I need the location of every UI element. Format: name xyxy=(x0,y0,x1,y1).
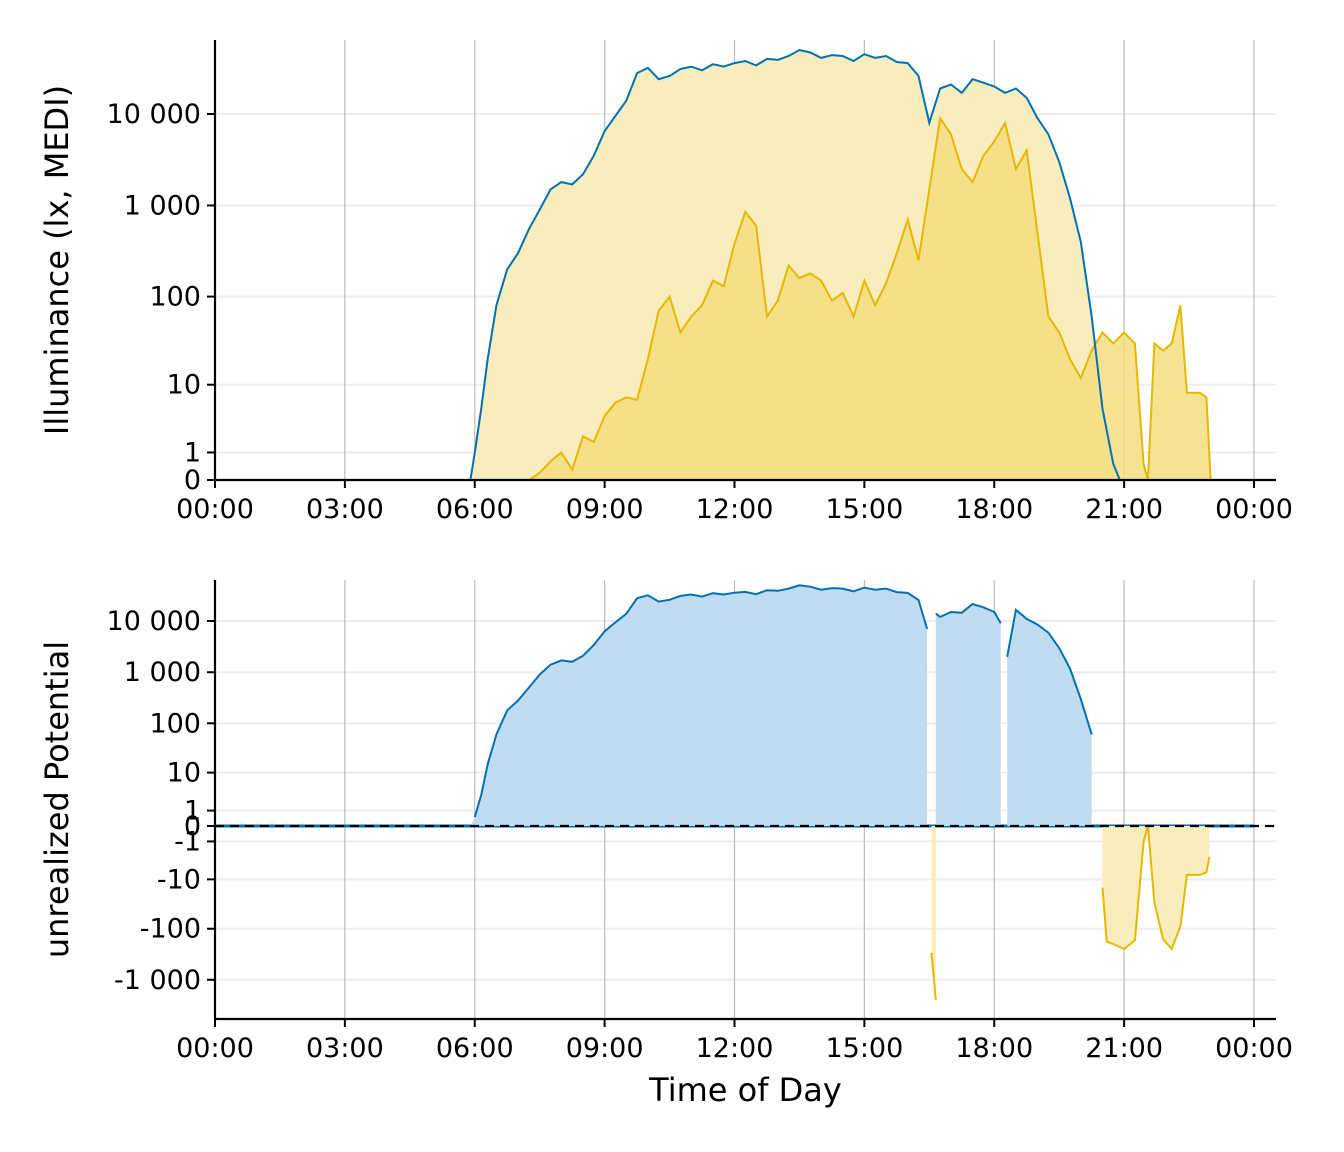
personal-line xyxy=(215,115,1212,481)
x-tick-label: 18:00 xyxy=(955,494,1033,525)
y-tick-label: 1 000 xyxy=(124,657,201,688)
x-tick-label: 15:00 xyxy=(825,1033,903,1064)
x-tick-label: 00:00 xyxy=(176,494,254,525)
potential-line xyxy=(1006,608,1093,735)
y-tick-label: 0 xyxy=(184,811,201,842)
x-tick-label: 03:00 xyxy=(306,1033,384,1064)
x-tick-label: 09:00 xyxy=(566,1033,644,1064)
x-tick-label: 00:00 xyxy=(176,1033,254,1064)
y-tick-label: 100 xyxy=(149,282,201,313)
x-tick-label: 15:00 xyxy=(825,494,903,525)
y-tick-label: -100 xyxy=(140,914,201,945)
potential-line xyxy=(935,602,1002,624)
y-axis-title: Illuminance (lx, MEDI) xyxy=(38,85,76,435)
potential-line xyxy=(473,584,929,818)
x-tick-label: 21:00 xyxy=(1085,1033,1163,1064)
y-tick-label: 1 000 xyxy=(124,190,201,221)
y-axis-title: unrealized Potential xyxy=(38,641,76,958)
y-tick-label: 100 xyxy=(149,708,201,739)
y-tick-label: 10 000 xyxy=(107,606,201,637)
x-tick-label: 12:00 xyxy=(696,494,774,525)
potential-area xyxy=(215,585,928,826)
y-tick-label: 10 000 xyxy=(107,99,201,130)
x-tick-label: 09:00 xyxy=(566,494,644,525)
y-tick-label: 10 xyxy=(167,370,201,401)
x-tick-label: 00:00 xyxy=(1215,1033,1293,1064)
y-tick-label: 10 xyxy=(167,758,201,789)
potential-area xyxy=(935,604,1001,826)
deficit-area xyxy=(1102,826,1210,949)
y-tick-label: -10 xyxy=(157,864,201,895)
x-tick-label: 00:00 xyxy=(1215,494,1293,525)
x-tick-label: 18:00 xyxy=(955,1033,1033,1064)
y-tick-label: -1 xyxy=(174,826,201,857)
potential-area xyxy=(1007,609,1092,826)
top-illuminance-panel: 01 10 100 1 000 10 000 00:00 03:00 06:00 09:00 12… xyxy=(38,40,1293,525)
deficit-line xyxy=(930,952,937,1001)
deficit-line xyxy=(1101,825,1211,951)
x-tick-label: 03:00 xyxy=(306,494,384,525)
y-tick-label: -1 000 xyxy=(114,965,201,996)
outdoor-line xyxy=(215,48,1254,481)
x-axis-title: Time of Day xyxy=(648,1071,842,1109)
y-tick-label: 1 xyxy=(184,796,201,827)
y-tick-label: 1 xyxy=(184,437,201,468)
x-tick-label: 12:00 xyxy=(696,1033,774,1064)
x-tick-label: 21:00 xyxy=(1085,494,1163,525)
y-tick-label: 0 xyxy=(184,465,201,496)
x-tick-label: 06:00 xyxy=(436,494,514,525)
personal-area xyxy=(215,118,1211,480)
x-tick-label: 06:00 xyxy=(436,1033,514,1064)
